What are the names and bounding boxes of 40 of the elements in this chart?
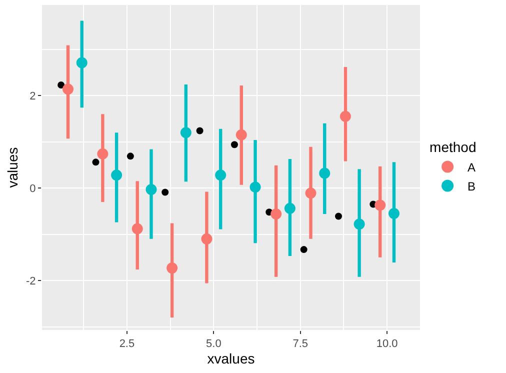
point	[180, 127, 192, 138]
legend-title: method	[430, 139, 476, 156]
x-tick-label: 7.5	[292, 338, 308, 350]
point	[132, 223, 143, 234]
x-tick-label: 5.0	[206, 338, 222, 350]
point	[319, 168, 330, 179]
point	[300, 246, 308, 254]
point	[250, 182, 261, 193]
legend-label: A	[468, 160, 476, 174]
point	[388, 208, 400, 219]
point	[305, 188, 316, 199]
point	[111, 170, 122, 181]
point	[270, 208, 282, 220]
point	[162, 188, 169, 196]
point	[236, 129, 247, 140]
point	[196, 127, 204, 134]
y-tick-label: 0	[30, 182, 36, 195]
point	[201, 233, 212, 244]
y-tick-label: 2	[30, 90, 36, 102]
legend-label: B	[468, 179, 476, 194]
point	[126, 152, 134, 160]
x-tick-label: 10.0	[376, 338, 398, 350]
point	[335, 212, 342, 220]
point	[62, 84, 74, 95]
point	[230, 141, 238, 148]
point	[374, 200, 386, 211]
point	[92, 158, 100, 166]
x-tick-label: 2.5	[119, 338, 135, 350]
point	[340, 110, 351, 122]
point	[97, 148, 108, 160]
y-tick-label: -2	[26, 275, 36, 288]
point	[146, 184, 157, 195]
y-axis-title: values	[4, 147, 21, 188]
point	[166, 262, 178, 274]
x-axis-title: xvalues	[207, 350, 255, 366]
point	[58, 81, 65, 88]
point	[76, 57, 88, 68]
point	[215, 170, 226, 181]
point	[354, 218, 365, 230]
point	[284, 202, 296, 214]
